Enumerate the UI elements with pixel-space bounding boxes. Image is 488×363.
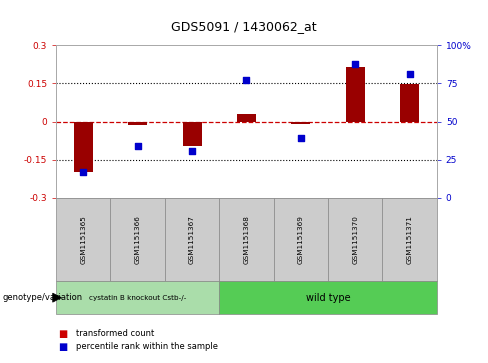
Bar [400,84,419,122]
Text: GSM1151368: GSM1151368 [244,215,249,264]
Bar [237,114,256,122]
Bar [291,122,310,124]
Text: GSM1151370: GSM1151370 [352,215,358,264]
Point [243,78,250,83]
Bar [183,122,202,146]
Text: GDS5091 / 1430062_at: GDS5091 / 1430062_at [171,20,317,33]
Text: wild type: wild type [305,293,350,303]
Text: GSM1151369: GSM1151369 [298,215,304,264]
Point [406,72,413,77]
Text: ■: ■ [59,329,68,339]
Point [134,143,142,149]
Text: transformed count: transformed count [76,330,154,338]
Bar [346,67,365,122]
Point [188,148,196,154]
Point [80,169,87,175]
Text: genotype/variation: genotype/variation [2,293,82,302]
Text: percentile rank within the sample: percentile rank within the sample [76,342,218,351]
Text: cystatin B knockout Cstb-/-: cystatin B knockout Cstb-/- [89,295,186,301]
Text: GSM1151367: GSM1151367 [189,215,195,264]
Point [351,61,359,66]
Text: GSM1151371: GSM1151371 [407,215,412,264]
Bar [74,122,93,172]
Text: GSM1151366: GSM1151366 [135,215,141,264]
Text: GSM1151365: GSM1151365 [81,215,86,264]
Bar [128,122,147,125]
Point [297,135,305,141]
Text: ■: ■ [59,342,68,352]
